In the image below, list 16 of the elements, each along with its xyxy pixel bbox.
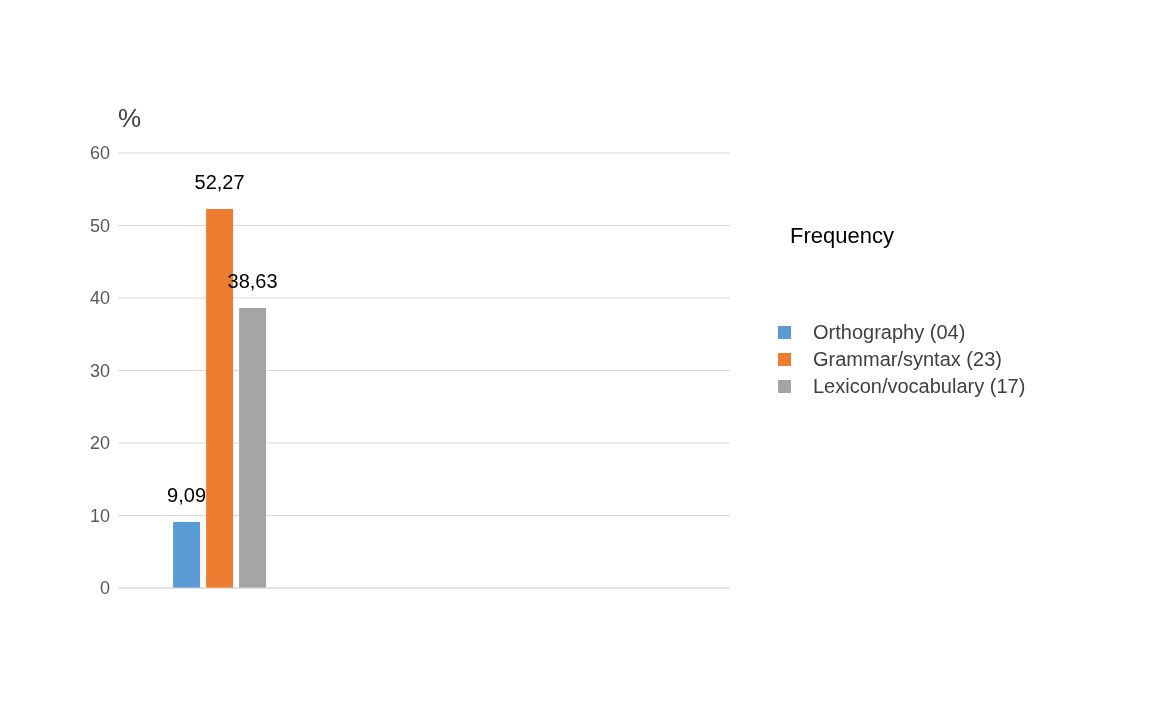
y-tick-label: 40 [89,288,110,309]
y-tick-label: 20 [89,433,110,454]
data-label: 9,09 [167,484,207,507]
y-tick-label: 10 [89,505,110,526]
legend-label: Orthography (04) [813,321,966,344]
legend-title: Frequency [790,223,895,249]
legend-label: Grammar/syntax (23) [813,348,1002,371]
data-label: 52,27 [194,171,245,194]
y-tick-label: 0 [99,578,110,599]
bar [173,522,201,588]
legend-label: Lexicon/vocabulary (17) [813,375,1026,398]
y-tick-label: 50 [89,215,110,236]
y-tick-label: 30 [89,360,110,381]
y-axis-title: % [118,103,142,134]
bar [239,307,267,588]
y-tick-label: 60 [89,143,110,164]
